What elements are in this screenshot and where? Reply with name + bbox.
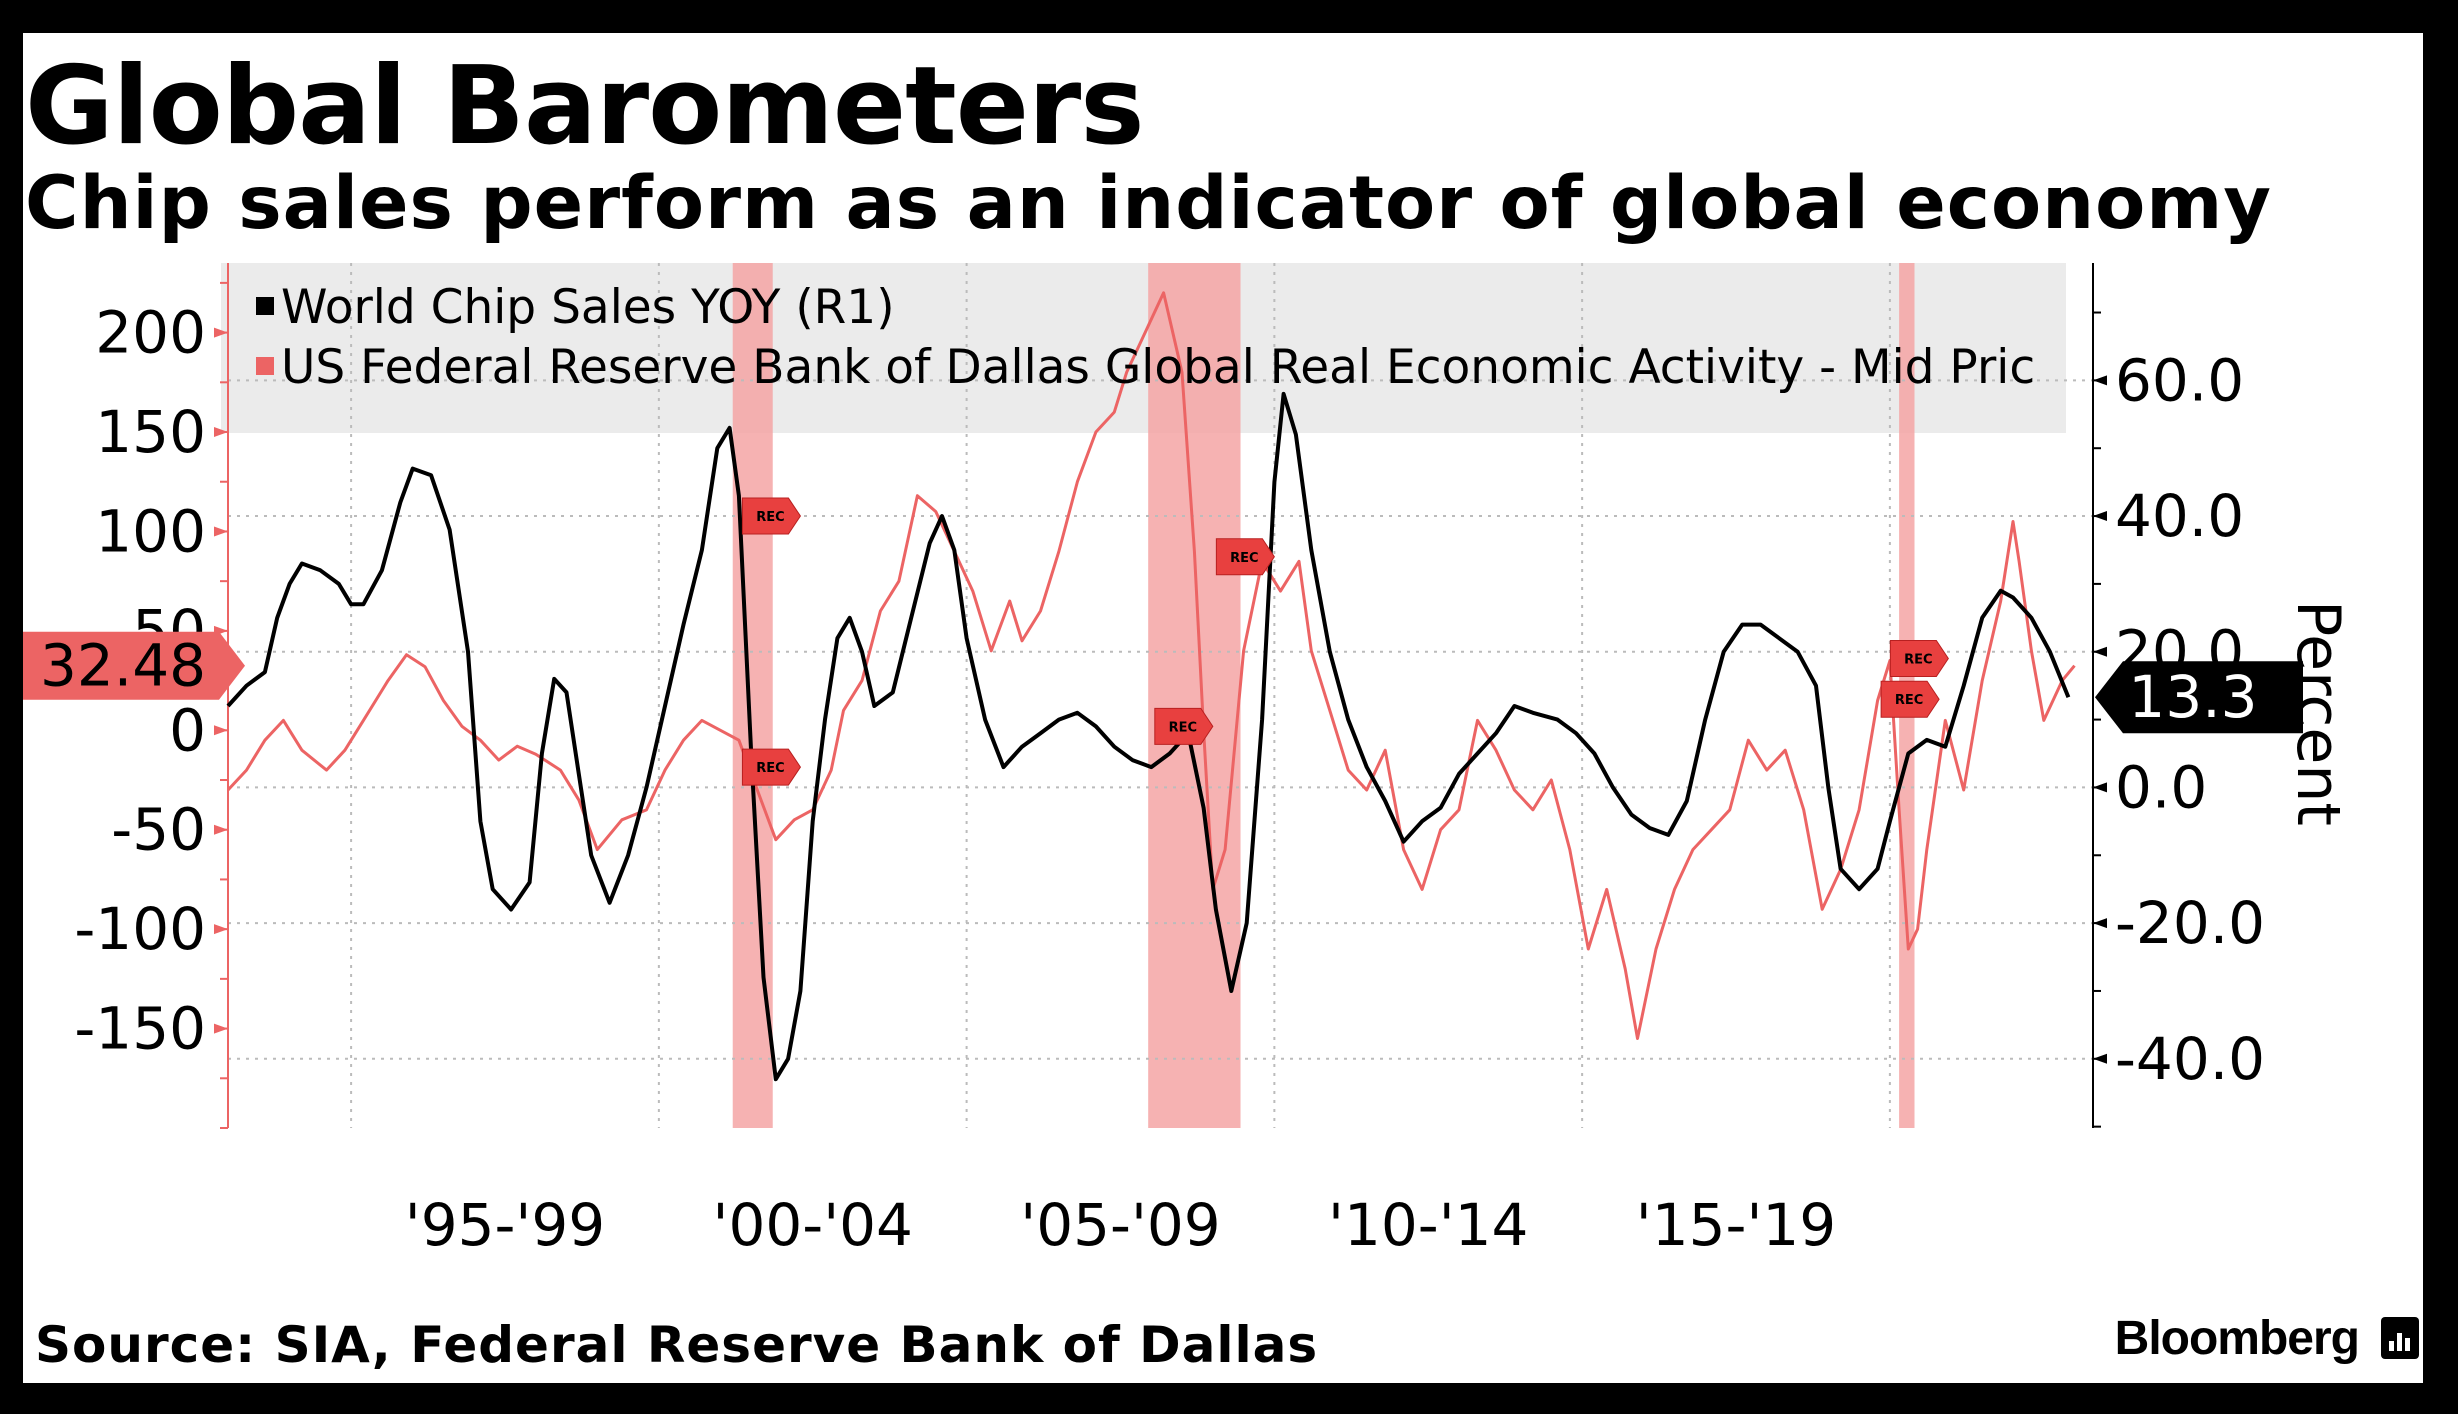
x-axis-label: '05-'09: [1020, 1191, 1220, 1259]
left-axis-tick: [214, 327, 228, 338]
recession-marker-label: REC: [1895, 693, 1923, 708]
x-axis: '95-'99 '00-'04 '05-'09 '10-'14 '15-'19: [405, 1191, 1836, 1259]
left-last-value-tag: [23, 631, 245, 700]
legend-label: US Federal Reserve Bank of Dallas Global…: [281, 340, 2035, 395]
right-axis-tick: [2093, 375, 2107, 386]
right-axis-label: 60.0: [2115, 346, 2244, 414]
recession-marker: [741, 748, 802, 786]
bloomberg-logo: Bloomberg: [2114, 1312, 2360, 1365]
legend-label: World Chip Sales YOY (R1): [281, 280, 895, 335]
recession-markers: REC REC REC REC REC REC: [741, 497, 1949, 786]
right-axis-label: 0.0: [2115, 753, 2207, 821]
source-note: Source: SIA, Federal Reserve Bank of Dal…: [35, 1316, 1319, 1374]
left-axis-tick: [214, 1023, 228, 1034]
chart-subtitle: Chip sales perform as an indicator of gl…: [25, 161, 2272, 246]
recession-marker: [1215, 538, 1275, 576]
bloomberg-terminal-icon: [2381, 1317, 2419, 1359]
legend-swatch: [256, 297, 274, 315]
recession-marker-label: REC: [1230, 551, 1258, 566]
x-axis-label: '15-'19: [1636, 1191, 1836, 1259]
recession-marker-label: REC: [1169, 720, 1197, 735]
x-axis-label: '10-'14: [1328, 1191, 1528, 1259]
right-axis-tick: [2093, 1053, 2107, 1064]
right-axis-tick: [2093, 646, 2107, 657]
left-axis-label: 200: [95, 299, 206, 367]
right-last-value-label: 13.3: [2128, 663, 2257, 731]
x-axis-label: '95-'99: [405, 1191, 605, 1259]
legend-swatch: [256, 357, 274, 375]
right-axis-label: -20.0: [2115, 889, 2265, 957]
chart-card: Global Barometers Chip sales perform as …: [23, 33, 2423, 1383]
left-axis-label: 0: [169, 696, 206, 764]
left-last-value-label: 32.48: [40, 632, 206, 700]
right-axis-tick: [2093, 918, 2107, 929]
recession-marker: [1889, 640, 1949, 678]
gridlines: [228, 263, 2093, 1128]
legend-background: [221, 263, 2066, 433]
recession-marker: [1880, 680, 1940, 718]
legend: World Chip Sales YOY (R1)US Federal Rese…: [256, 280, 2035, 395]
chart-title: Global Barometers: [25, 44, 1145, 169]
left-axis-label: -150: [74, 995, 206, 1063]
right-axis: 60.040.020.00.0-20.0-40.0: [2092, 263, 2265, 1128]
right-axis-title: Percent: [2283, 600, 2353, 826]
right-axis-tick: [2093, 511, 2107, 522]
left-axis-tick: [214, 427, 228, 438]
left-axis-tick: [214, 924, 228, 935]
left-axis-tick: [214, 824, 228, 835]
left-axis-tick: [214, 725, 228, 736]
series-chip-sales-line: [226, 391, 2071, 1082]
left-axis-label: -100: [74, 895, 206, 963]
recession-marker-label: REC: [756, 510, 784, 525]
right-axis-label: 40.0: [2115, 482, 2244, 550]
left-axis-tick: [214, 526, 228, 537]
right-axis-tick: [2093, 782, 2107, 793]
right-last-value-tag: [2095, 661, 2303, 734]
recession-marker: [1154, 707, 1214, 745]
left-axis-label: 100: [95, 497, 206, 565]
left-axis-label: -50: [111, 796, 206, 864]
recession-marker-label: REC: [1904, 653, 1932, 668]
x-axis-label: '00-'04: [713, 1191, 913, 1259]
recession-marker: [741, 497, 802, 535]
recession-band: [1148, 263, 1241, 1128]
recession-marker-label: REC: [756, 761, 784, 776]
last-value-tags: 32.48 13.3: [23, 631, 2303, 734]
right-axis-label: -40.0: [2115, 1025, 2265, 1093]
left-axis-label: 150: [95, 398, 206, 466]
recession-shading: [732, 263, 1915, 1128]
